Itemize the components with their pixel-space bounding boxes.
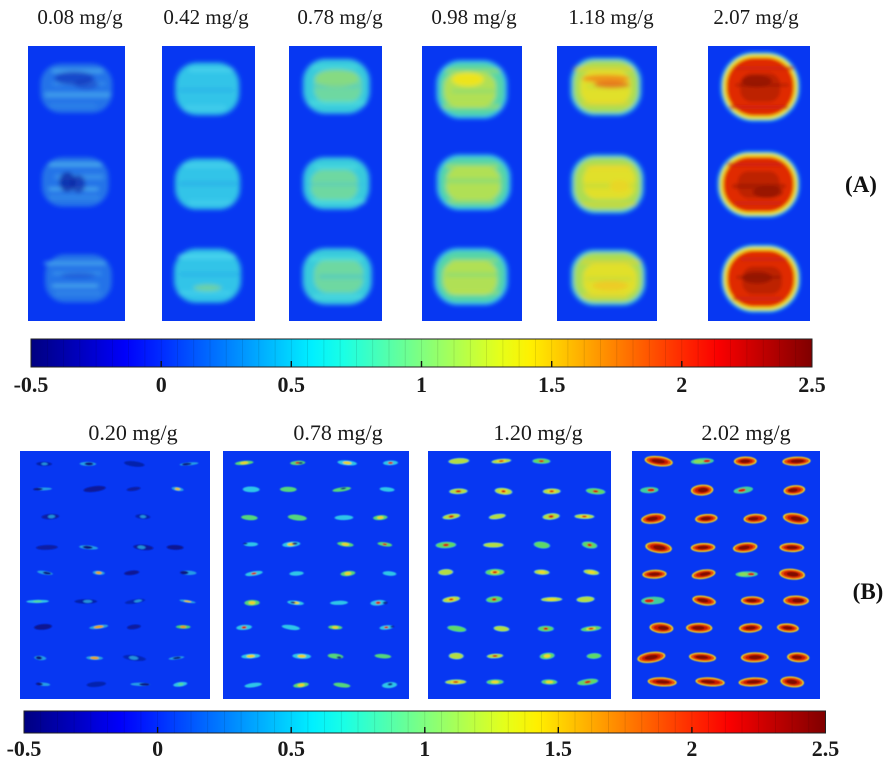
svg-text:(A): (A): [845, 172, 877, 197]
svg-text:0: 0: [152, 736, 163, 761]
svg-text:1.18 mg/g: 1.18 mg/g: [568, 5, 654, 29]
svg-text:2.02 mg/g: 2.02 mg/g: [701, 420, 790, 445]
svg-text:0.5: 0.5: [277, 736, 305, 761]
svg-text:1: 1: [419, 736, 430, 761]
svg-text:(B): (B): [853, 579, 884, 604]
svg-text:2.5: 2.5: [798, 372, 826, 397]
svg-text:0: 0: [156, 372, 167, 397]
svg-text:2.07 mg/g: 2.07 mg/g: [713, 5, 799, 29]
svg-text:0.5: 0.5: [278, 372, 306, 397]
svg-text:0.42 mg/g: 0.42 mg/g: [163, 5, 249, 29]
svg-text:2: 2: [676, 372, 687, 397]
svg-text:1.20 mg/g: 1.20 mg/g: [493, 420, 582, 445]
svg-text:0.20 mg/g: 0.20 mg/g: [88, 420, 177, 445]
svg-text:0.98 mg/g: 0.98 mg/g: [431, 5, 517, 29]
svg-text:1.5: 1.5: [545, 736, 573, 761]
svg-text:1.5: 1.5: [538, 372, 566, 397]
svg-text:2: 2: [686, 736, 697, 761]
svg-text:0.78 mg/g: 0.78 mg/g: [293, 420, 382, 445]
svg-text:0.08 mg/g: 0.08 mg/g: [37, 5, 123, 29]
svg-text:-0.5: -0.5: [14, 372, 49, 397]
svg-text:1: 1: [416, 372, 427, 397]
svg-text:-0.5: -0.5: [7, 736, 42, 761]
svg-text:0.78 mg/g: 0.78 mg/g: [297, 5, 383, 29]
svg-text:2.5: 2.5: [812, 736, 840, 761]
